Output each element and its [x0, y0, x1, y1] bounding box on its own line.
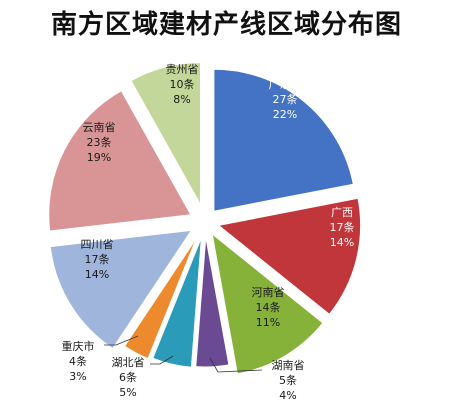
- slice-count: 17条: [330, 220, 355, 234]
- slice-percent: 4%: [279, 389, 296, 402]
- slice-count: 6条: [119, 370, 137, 384]
- slice-name: 湖南省: [272, 359, 305, 372]
- slice-count: 4条: [69, 354, 87, 368]
- slice-label: 云南省 23条 19%: [83, 121, 116, 164]
- slice-name: 云南省: [83, 121, 116, 134]
- pie-slice: [49, 229, 193, 350]
- pie-slice: [130, 62, 201, 207]
- slice-label: 湖南省 5条 4%: [272, 359, 305, 402]
- slice-count: 27条: [273, 92, 298, 106]
- slice-percent: 8%: [173, 93, 190, 106]
- slice-count: 10条: [170, 77, 195, 91]
- slice-label: 贵州省 10条 8%: [166, 63, 199, 106]
- pie-slice: [195, 236, 230, 368]
- slice-count: 14条: [256, 300, 281, 314]
- pie-slice: [213, 68, 354, 212]
- slice-name: 广东省: [269, 78, 302, 91]
- slice-name: 贵州省: [166, 63, 199, 76]
- slice-name: 重庆市: [62, 339, 95, 353]
- slice-percent: 3%: [69, 370, 86, 383]
- pie-slice: [123, 237, 198, 360]
- slice-percent: 5%: [119, 386, 136, 399]
- slice-count: 23条: [87, 135, 112, 149]
- slice-percent: 14%: [330, 236, 354, 249]
- slice-percent: 19%: [87, 151, 111, 164]
- slice-name: 湖北省: [112, 356, 145, 369]
- pie-slice: [211, 232, 324, 375]
- slice-name: 四川省: [81, 238, 114, 251]
- slice-count: 5条: [279, 373, 297, 387]
- slice-percent: 11%: [256, 316, 280, 329]
- pie-slice: [217, 197, 362, 316]
- slice-percent: 14%: [85, 268, 109, 281]
- slice-name: 河南省: [252, 286, 285, 299]
- leader-line: [209, 357, 263, 373]
- slice-label: 湖北省 6条 5%: [112, 356, 145, 399]
- slice-count: 17条: [85, 252, 110, 266]
- leader-line: [150, 355, 174, 365]
- pie-slice: [48, 90, 192, 232]
- slice-label: 广西 17条 14%: [330, 206, 355, 249]
- slice-percent: 22%: [273, 108, 297, 121]
- slice-label: 重庆市 4条 3%: [62, 339, 95, 383]
- slice-label: 四川省 17条 14%: [81, 238, 114, 281]
- pie-slice: [152, 237, 202, 368]
- slice-name: 广西: [331, 206, 353, 219]
- slice-label: 广东省 27条 22%: [269, 78, 302, 121]
- leader-line: [104, 335, 139, 346]
- slice-label: 河南省 14条 11%: [252, 286, 285, 329]
- chart-title: 南方区域建材产线区域分布图: [50, 10, 402, 40]
